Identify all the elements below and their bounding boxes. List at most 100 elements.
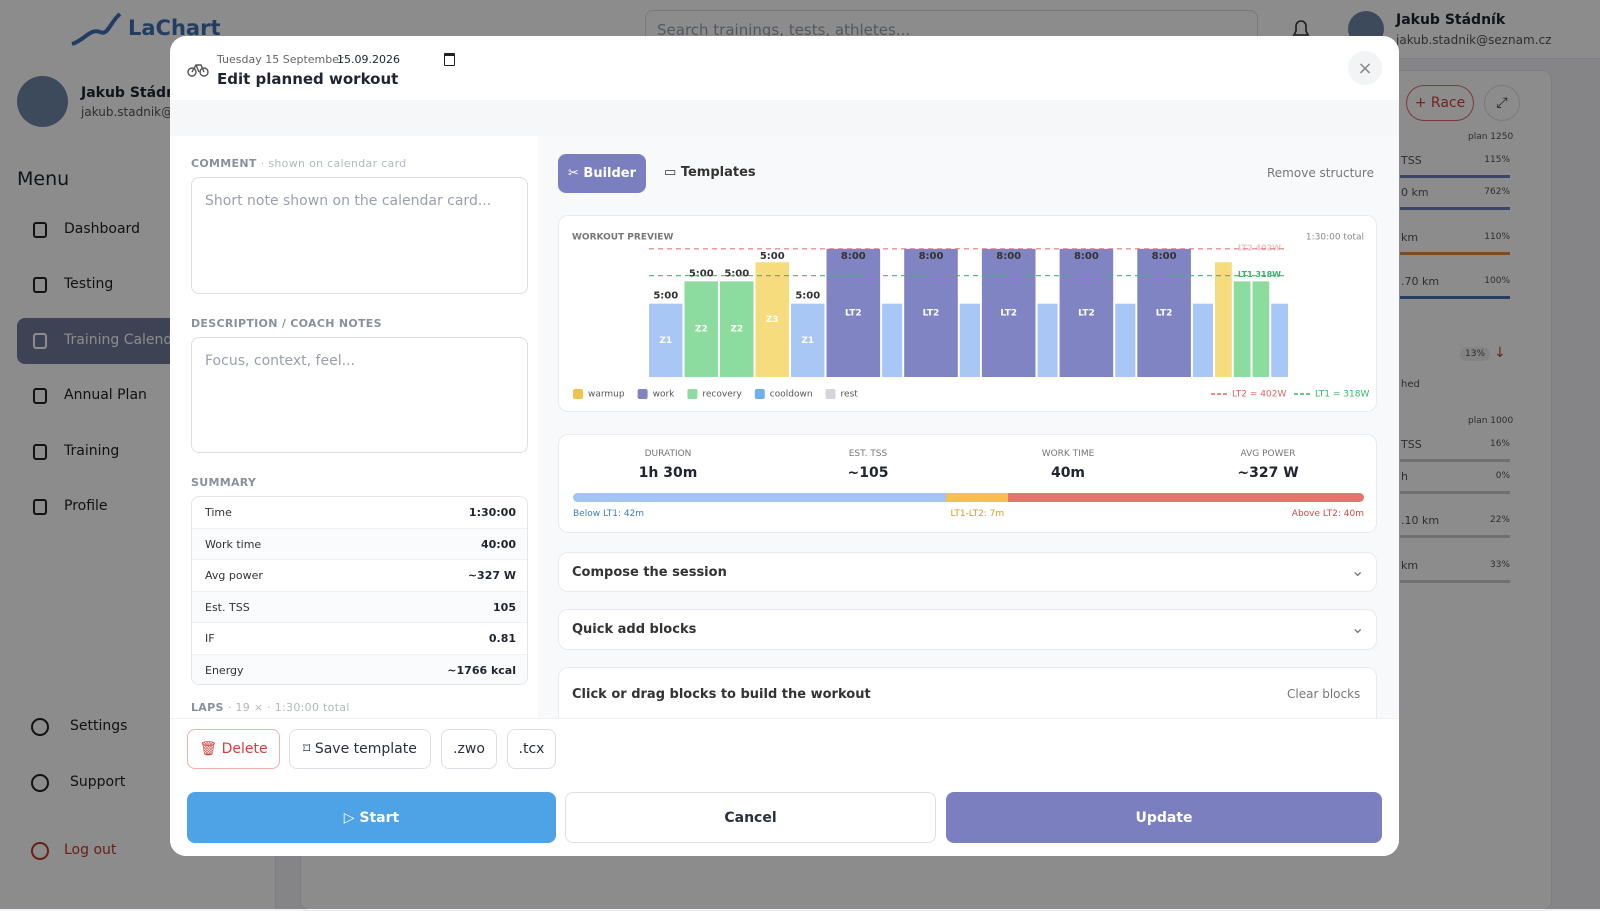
builder-section: Click or drag blocks to build the workou… xyxy=(558,667,1377,718)
delete-text: Delete xyxy=(221,741,268,757)
zwo-button[interactable]: .zwo xyxy=(441,729,497,769)
nav-item[interactable]: Support xyxy=(70,774,126,790)
clear-blocks[interactable]: Clear blocks xyxy=(1287,687,1361,701)
chart-subtitle: 1:30:00 total xyxy=(1306,233,1364,243)
top-user-name: Jakub Stádník xyxy=(1396,12,1506,28)
modal-title: Edit planned workout xyxy=(217,70,399,88)
bar-zone-label: LT2 xyxy=(1000,308,1017,318)
delete-button[interactable]: 🗑 Delete xyxy=(187,729,280,769)
panel-text: .10 km xyxy=(1401,514,1440,527)
summary-value: 0.81 xyxy=(488,632,516,645)
race-button[interactable]: + Race xyxy=(1406,85,1474,121)
bar xyxy=(1252,281,1270,377)
summary-key: Est. TSS xyxy=(205,600,250,614)
panel-text: plan 1250 xyxy=(1468,132,1514,142)
legend-label: recovery xyxy=(702,390,742,400)
compose-title: Compose the session xyxy=(572,565,727,580)
quick-add-section[interactable]: Quick add blocks ⌄ xyxy=(558,609,1377,650)
bar-duration-label: 8:00 xyxy=(996,251,1021,262)
bar xyxy=(1059,248,1114,377)
close-button[interactable]: × xyxy=(1348,51,1382,85)
description-textarea[interactable]: Focus, context, feel... xyxy=(191,337,528,453)
top-user-email: jakub.stadnik@seznam.cz xyxy=(1396,33,1552,47)
nav-item[interactable]: Testing xyxy=(64,276,114,292)
nav-item[interactable]: Training xyxy=(64,443,120,459)
summary-row: IF 0.81 xyxy=(192,623,527,655)
expand-button[interactable]: ⤢ xyxy=(1484,85,1520,121)
bar-duration-label: 5:00 xyxy=(795,291,820,302)
stat-value: ~327 W xyxy=(1237,465,1299,481)
panel-bar xyxy=(1400,175,1510,178)
nav-item[interactable]: Settings xyxy=(70,718,128,734)
comment-textarea[interactable]: Short note shown on the calendar card... xyxy=(191,177,528,294)
panel-text: TSS xyxy=(1401,438,1422,451)
builder-tab[interactable]: ✂ Builder xyxy=(558,154,646,193)
legend-swatch xyxy=(825,389,836,399)
update-button[interactable]: Update xyxy=(946,792,1382,843)
panel-bar xyxy=(1400,296,1510,299)
preview-card: WORKOUT PREVIEW 1:30:00 total Z1 5:00 Z2 5:00… xyxy=(558,215,1377,412)
legend-label: cooldown xyxy=(770,390,813,400)
templates-tab[interactable]: ▭ Templates xyxy=(664,165,756,180)
zone-segment xyxy=(1008,493,1364,502)
nav-icon xyxy=(31,774,49,792)
stat-value: 1h 30m xyxy=(638,465,698,481)
summary-key: IF xyxy=(205,632,215,645)
bar-duration-label: 8:00 xyxy=(841,251,866,262)
bike-icon xyxy=(187,64,209,77)
summary-value: 1:30:00 xyxy=(468,506,516,519)
nav-item[interactable]: Log out xyxy=(64,842,117,858)
summary-value: 40:00 xyxy=(480,537,516,551)
bar xyxy=(1037,303,1058,377)
zone-segment xyxy=(946,493,1009,502)
panel-badge: 13% xyxy=(1460,347,1491,361)
bar xyxy=(791,303,825,377)
summary-row: Work time 40:00 xyxy=(192,528,527,560)
builder-tab-text: Builder xyxy=(583,166,637,181)
compose-section[interactable]: Compose the session ⌄ xyxy=(558,552,1377,592)
bar-duration-label: 5:00 xyxy=(689,268,714,279)
bar-duration-label: 5:00 xyxy=(760,251,785,262)
bar-zone-label: LT2 xyxy=(1156,308,1173,318)
panel-pct: 762% xyxy=(1484,187,1510,197)
zone-label: LT1-LT2: 7m xyxy=(950,509,1005,519)
search-placeholder: Search trainings, tests, athletes... xyxy=(657,21,911,39)
bar xyxy=(1137,248,1191,377)
laps-hint: · 19 × · 1:30:00 total xyxy=(227,701,350,714)
nav-item[interactable]: Dashboard xyxy=(64,221,140,237)
quick-add-title: Quick add blocks xyxy=(572,622,697,637)
calendar-icon[interactable] xyxy=(444,53,455,66)
start-button[interactable]: ▷ Start xyxy=(187,792,556,843)
cancel-button[interactable]: Cancel xyxy=(565,792,936,843)
panel-bar xyxy=(1400,535,1510,538)
date-input[interactable]: 15.09.2026 xyxy=(337,53,400,66)
bar-duration-label: 8:00 xyxy=(1152,251,1177,262)
panel-pct: 22% xyxy=(1489,515,1510,525)
description-label: DESCRIPTION / COACH NOTES xyxy=(191,317,382,330)
chart-title: WORKOUT PREVIEW xyxy=(572,233,673,243)
summary-row: Est. TSS 105 xyxy=(192,591,527,623)
modal-body-bg xyxy=(170,100,1399,136)
zone-label: Above LT2: 40m xyxy=(1291,509,1364,519)
start-text: Start xyxy=(359,809,400,826)
panel-pct: 110% xyxy=(1484,232,1510,242)
panel-pct: 115% xyxy=(1484,155,1510,165)
remove-structure[interactable]: Remove structure xyxy=(1267,166,1374,180)
stats-card: DURATION 1h 30m EST. TSS ~105 WORK TIME 40m AV… xyxy=(558,434,1377,533)
tcx-button[interactable]: .tcx xyxy=(507,729,556,769)
summary-key: Avg power xyxy=(205,569,263,582)
nav-item[interactable]: Training Calendar xyxy=(64,332,187,348)
bar xyxy=(1215,262,1232,377)
bar xyxy=(1115,303,1136,377)
save-template-button[interactable]: ⌑ Save template xyxy=(289,729,431,769)
comment-hint: · shown on calendar card xyxy=(260,157,407,170)
legend-swatch xyxy=(687,389,698,399)
bar-zone-label: Z1 xyxy=(659,336,672,346)
bar-zone-label: Z3 xyxy=(766,315,779,325)
summary-value: 105 xyxy=(493,600,516,614)
panel-text: hed xyxy=(1401,379,1420,390)
nav-item[interactable]: Profile xyxy=(64,498,108,514)
nav-item[interactable]: Annual Plan xyxy=(64,387,147,403)
modal: Tuesday 15 September 15.09.2026 Edit pla… xyxy=(170,36,1399,856)
summary-key: Work time xyxy=(205,537,262,551)
